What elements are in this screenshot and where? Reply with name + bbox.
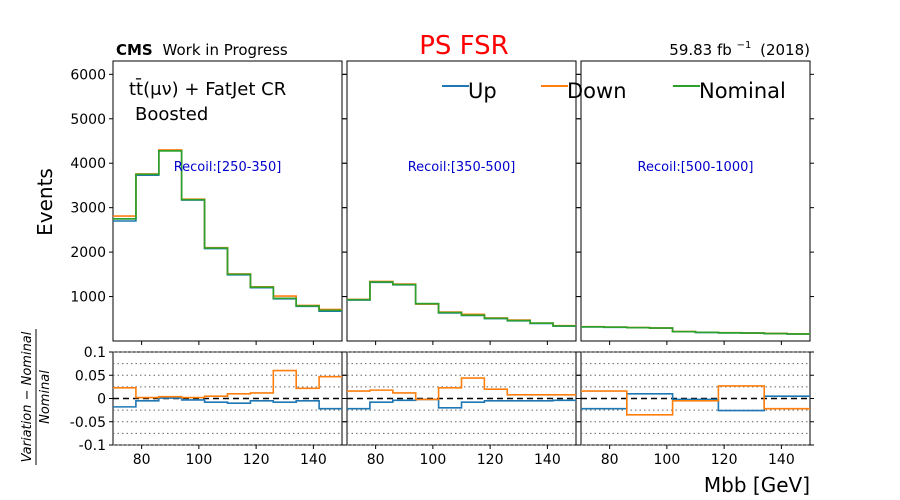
x-tick-label: 80 xyxy=(367,452,385,468)
panel-recoil-500-1000: Recoil:[500-1000] 80 100 120 140 xyxy=(577,60,814,468)
x-tick-label: 80 xyxy=(133,452,151,468)
legend-label-down: Down xyxy=(567,79,627,103)
top-plot-frame xyxy=(580,60,811,342)
cms-status: Work in Progress xyxy=(163,41,288,59)
x-tick-label: 120 xyxy=(711,452,738,468)
x-tick-label: 140 xyxy=(300,452,327,468)
region-label-line2: Boosted xyxy=(135,104,208,125)
y-axis-label-events: Events xyxy=(33,168,57,236)
ratio-down-line xyxy=(581,385,810,416)
x-tick-label: 120 xyxy=(477,452,504,468)
x-tick-label: 140 xyxy=(534,452,561,468)
y-tick-label: 1000 xyxy=(70,290,106,306)
x-tick-label: 140 xyxy=(768,452,795,468)
ratio-down-line xyxy=(347,377,576,401)
recoil-label: Recoil:[250-350] xyxy=(174,160,282,175)
ratio-y-tick-label: 0 xyxy=(97,392,106,408)
series-nominal-line-overlay xyxy=(347,281,576,327)
top-plot-frame xyxy=(112,60,343,342)
lumi-year: (2018) xyxy=(760,41,810,59)
cms-label: CMS Work in Progress xyxy=(116,41,288,59)
lumi-exponent: −1 xyxy=(737,40,752,51)
series-nominal-line-overlay xyxy=(581,325,810,335)
region-label-line1: tt̄(μν) + FatJet CR xyxy=(129,78,286,100)
x-tick-label: 100 xyxy=(654,452,681,468)
x-tick-label: 100 xyxy=(186,452,213,468)
ratio-y-tick-label: 0.05 xyxy=(75,368,106,384)
x-tick-label: 100 xyxy=(420,452,447,468)
ratio-up-line xyxy=(347,398,576,410)
ratio-y-tick-label: -0.05 xyxy=(70,415,106,431)
cms-bold: CMS xyxy=(116,41,153,59)
ratio-up-line xyxy=(113,397,342,410)
ratio-label-denominator: Nominal xyxy=(38,370,53,424)
y-tick-label: 4000 xyxy=(70,156,106,172)
lumi-label: 59.83 fb −1 (2018) xyxy=(669,34,810,59)
x-axis-label: Mbb [GeV] xyxy=(704,473,810,497)
legend: Up Down Nominal xyxy=(442,79,786,103)
ratio-y-tick-label: 0.1 xyxy=(84,345,106,361)
top-plot-frame xyxy=(346,60,577,342)
y-tick-label: 3000 xyxy=(70,201,106,217)
panel-recoil-250-350: 100020003000400050006000Recoil:[250-350]… xyxy=(70,60,346,468)
series-up-line xyxy=(347,281,576,327)
legend-label-up: Up xyxy=(468,79,497,103)
recoil-label: Recoil:[350-500] xyxy=(408,160,516,175)
legend-label-nominal: Nominal xyxy=(699,79,786,103)
series-nominal-line-overlay xyxy=(113,149,342,312)
recoil-label: Recoil:[500-1000] xyxy=(638,160,754,175)
y-tick-label: 5000 xyxy=(70,112,106,128)
lumi-value: 59.83 fb xyxy=(669,41,732,59)
y-axis-label-ratio: Variation − Nominal Nominal xyxy=(20,329,53,465)
y-tick-label: 6000 xyxy=(70,67,106,83)
ratio-y-tick-label: -0.1 xyxy=(79,438,106,454)
x-tick-label: 120 xyxy=(243,452,270,468)
chart-title: PS FSR xyxy=(419,31,509,61)
x-tick-label: 80 xyxy=(601,452,619,468)
ratio-label-numerator: Variation − Nominal xyxy=(20,331,35,462)
series-nominal-line xyxy=(347,281,576,327)
panel-recoil-350-500: Recoil:[350-500] 80 100 120 140 xyxy=(343,60,580,468)
ratio-down-line xyxy=(113,369,342,399)
series-down-line xyxy=(347,280,576,327)
y-tick-label: 2000 xyxy=(70,245,106,261)
